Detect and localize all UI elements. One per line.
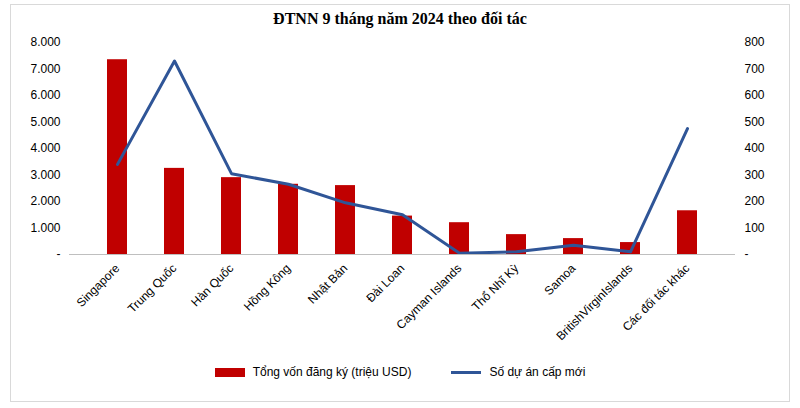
svg-text:Đài Loan: Đài Loan — [363, 261, 407, 305]
svg-text:-: - — [57, 247, 61, 261]
svg-text:800: 800 — [745, 35, 765, 49]
svg-text:3.000: 3.000 — [30, 168, 60, 182]
svg-text:Cayman Islands: Cayman Islands — [394, 261, 465, 332]
svg-text:600: 600 — [745, 88, 765, 102]
svg-text:5.000: 5.000 — [30, 115, 60, 129]
svg-text:100: 100 — [745, 221, 765, 235]
html-text:ĐTNN 9 tháng năm 2024 theo đối: ĐTNN 9 tháng năm 2024 theo đối tác — [273, 10, 527, 27]
svg-text:200: 200 — [745, 194, 765, 208]
svg-text:300: 300 — [745, 168, 765, 182]
svg-text:7.000: 7.000 — [30, 62, 60, 76]
svg-text:-: - — [745, 247, 749, 261]
svg-text:Samoa: Samoa — [542, 261, 579, 298]
svg-text:Nhật Bản: Nhật Bản — [305, 261, 350, 306]
svg-text:1.000: 1.000 — [30, 221, 60, 235]
svg-text:6.000: 6.000 — [30, 88, 60, 102]
html-text:Số dự án cấp mới: Số dự án cấp mới — [489, 365, 586, 379]
svg-text:Thổ Nhĩ Kỳ: Thổ Nhĩ Kỳ — [469, 261, 521, 313]
svg-text:2.000: 2.000 — [30, 194, 60, 208]
svg-text:Trung Quốc: Trung Quốc — [125, 261, 179, 315]
svg-text:BritishVirginIslands: BritishVirginIslands — [553, 261, 635, 343]
html-text:Tổng vốn đăng ký (triệu USD): Tổng vốn đăng ký (triệu USD) — [252, 365, 412, 379]
svg-text:4.000: 4.000 — [30, 141, 60, 155]
svg-text:700: 700 — [745, 62, 765, 76]
svg-text:Singapore: Singapore — [74, 261, 123, 310]
svg-text:8.000: 8.000 — [30, 35, 60, 49]
svg-text:Các đối tác khác: Các đối tác khác — [620, 261, 693, 334]
svg-text:Hồng Kông: Hồng Kông — [241, 261, 293, 313]
svg-text:Hàn Quốc: Hàn Quốc — [188, 261, 236, 309]
svg-text:400: 400 — [745, 141, 765, 155]
svg-text:500: 500 — [745, 115, 765, 129]
